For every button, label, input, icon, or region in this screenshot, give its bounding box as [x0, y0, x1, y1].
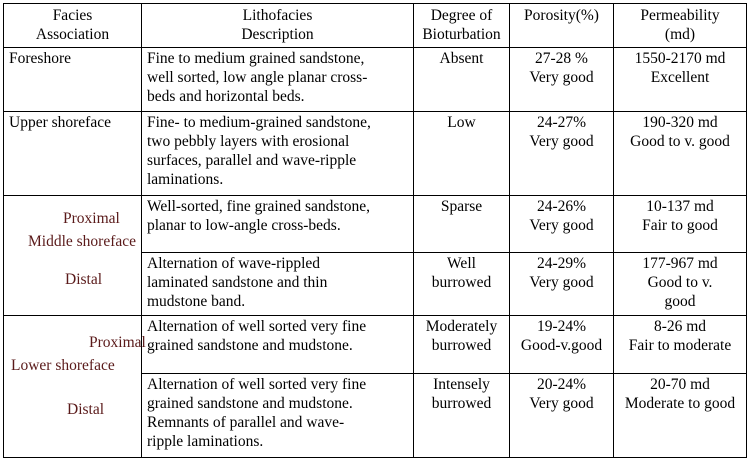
- label-lower-proximal: Proximal: [89, 334, 146, 351]
- cell-bioturbation: Absent: [413, 47, 510, 112]
- label-lower-shoreface: Lower shoreface: [11, 357, 115, 374]
- cell-lithofacies: Alternation of wave-rippled laminated sa…: [141, 252, 414, 316]
- cell-permeability: 8-26 md Fair to moderate: [613, 315, 747, 374]
- row-upper-shoreface: Upper shoreface Fine- to medium-grained …: [3, 111, 747, 196]
- cell-lithofacies: Fine to medium grained sandstone, well s…: [141, 47, 414, 112]
- facies-table: Facies Association Lithofacies Descripti…: [3, 3, 747, 458]
- label-lower-distal: Distal: [67, 401, 105, 418]
- cell-porosity: 19-24% Good-v.good: [509, 315, 614, 374]
- cell-porosity: 24-26% Very good: [509, 195, 614, 253]
- cell-bioturbation: Low: [413, 111, 510, 196]
- cell-lithofacies: Fine- to medium-grained sandstone, two p…: [141, 111, 414, 196]
- row-middle-shoreface-distal: Alternation of wave-rippled laminated sa…: [4, 252, 747, 316]
- label-middle-shoreface: Middle shoreface: [28, 233, 137, 250]
- cell-permeability: 190-320 md Good to v. good: [613, 111, 747, 196]
- cell-permeability: 10-137 md Fair to good: [613, 195, 747, 253]
- cell-facies-lower-shoreface: Proximal Lower shoreface Distal: [3, 315, 146, 458]
- cell-porosity: 24-29% Very good: [509, 252, 614, 316]
- row-middle-shoreface-proximal: Proximal Middle shoreface Distal Well-so…: [3, 195, 747, 316]
- label-middle-proximal: Proximal: [63, 210, 120, 227]
- row-lower-shoreface-distal: Alternation of well sorted very fine gra…: [4, 373, 747, 458]
- cell-porosity: 24-27% Very good: [509, 111, 614, 196]
- row-foreshore: Foreshore Fine to medium grained sandsto…: [3, 47, 747, 112]
- cell-bioturbation: Well burrowed: [413, 252, 510, 316]
- cell-lithofacies: Well-sorted, fine grained sandstone, pla…: [141, 195, 414, 253]
- cell-porosity: 27-28 % Very good: [509, 47, 614, 112]
- cell-porosity: 20-24% Very good: [509, 373, 614, 458]
- cell-facies-middle-shoreface: Proximal Middle shoreface Distal: [3, 195, 142, 316]
- header-facies-association: Facies Association: [3, 3, 142, 48]
- cell-facies-foreshore: Foreshore: [3, 47, 142, 112]
- cell-bioturbation: Moderately burrowed: [413, 315, 510, 374]
- cell-permeability: 177-967 md Good to v. good: [613, 252, 747, 316]
- row-lower-shoreface-proximal: Proximal Lower shoreface Distal Alternat…: [3, 315, 747, 458]
- header-porosity: Porosity(%): [509, 3, 614, 48]
- header-lithofacies-description: Lithofacies Description: [141, 3, 414, 48]
- header-degree-of-bioturbation: Degree of Bioturbation: [413, 3, 510, 48]
- cell-permeability: 1550-2170 md Excellent: [613, 47, 747, 112]
- header-row: Facies Association Lithofacies Descripti…: [3, 3, 747, 48]
- cell-lithofacies: Alternation of well sorted very fine gra…: [141, 373, 414, 458]
- cell-bioturbation: Intensely burrowed: [413, 373, 510, 458]
- cell-bioturbation: Sparse: [413, 195, 510, 253]
- cell-permeability: 20-70 md Moderate to good: [613, 373, 747, 458]
- label-middle-distal: Distal: [65, 271, 103, 288]
- cell-lithofacies: Alternation of well sorted very fine gra…: [141, 315, 414, 374]
- header-permeability: Permeability (md): [613, 3, 747, 48]
- cell-facies-upper-shoreface: Upper shoreface: [3, 111, 142, 196]
